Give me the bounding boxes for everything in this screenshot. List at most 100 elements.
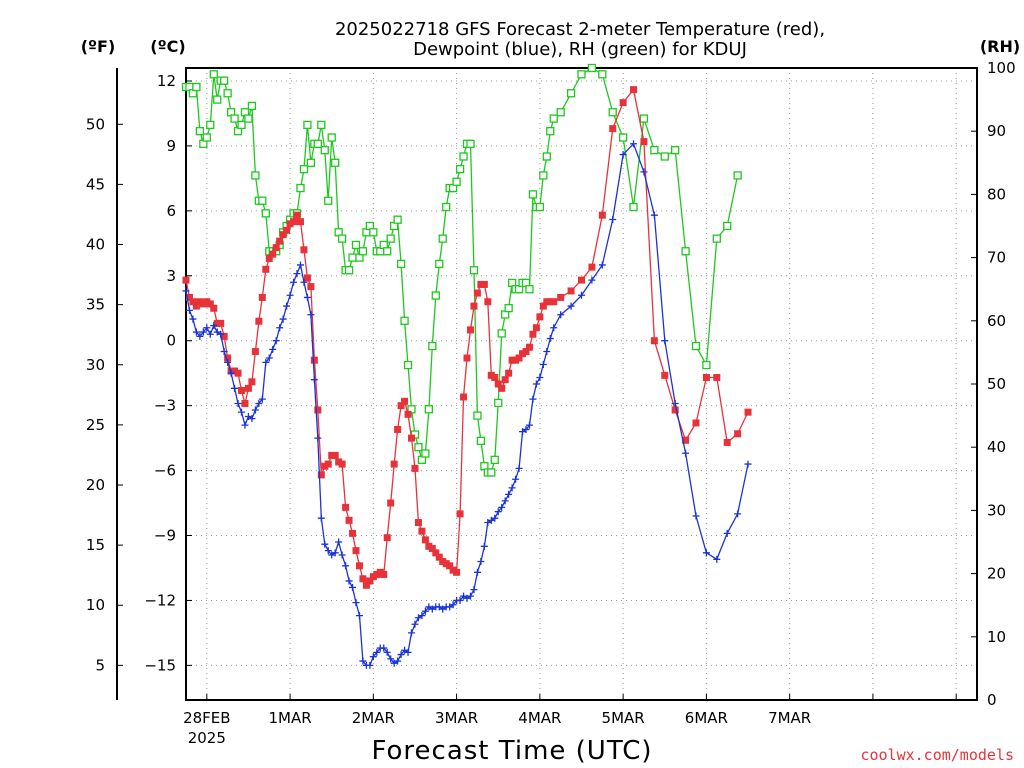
dewpoint-point	[619, 151, 627, 159]
dewpoint-point	[515, 464, 523, 472]
dewpoint-point	[501, 497, 509, 505]
dewpoint-point	[290, 278, 298, 286]
rh-tick-label: 40	[987, 438, 1006, 456]
dewpoint-point	[536, 374, 544, 382]
rh-point	[490, 455, 499, 464]
celsius-tick-label: 3	[166, 267, 176, 285]
temperature-point	[355, 562, 363, 570]
temperature-point	[244, 384, 252, 392]
dewpoint-point	[640, 168, 648, 176]
dewpoint-point	[456, 596, 464, 604]
dewpoint-point	[349, 583, 357, 591]
celsius-tick-label: 6	[166, 202, 176, 220]
fahrenheit-tick-label: 40	[86, 236, 105, 254]
temperature-point	[588, 263, 596, 271]
rh-point	[220, 76, 229, 85]
temperature-point	[314, 406, 322, 414]
rh-point	[324, 196, 333, 205]
dewpoint-point	[713, 555, 721, 563]
rh-point	[396, 259, 406, 269]
rh-tick-label: 0	[987, 691, 997, 709]
rh-point	[535, 202, 545, 212]
rh-point	[629, 202, 638, 212]
temperature-point	[300, 246, 308, 254]
rh-point	[400, 316, 409, 325]
rh-point	[618, 133, 628, 142]
fahrenheit-tick-label: 30	[86, 356, 105, 374]
dewpoint-point	[224, 358, 232, 366]
rh-point	[459, 152, 468, 161]
temperature-point	[414, 519, 422, 527]
rh-point	[566, 89, 576, 98]
celsius-tick-label: −3	[154, 397, 176, 415]
rh-point	[452, 177, 461, 186]
rh-point	[261, 209, 270, 218]
temperature-point	[401, 397, 409, 405]
rh-point	[258, 196, 267, 205]
temperature-point	[338, 460, 346, 468]
rh-point	[549, 114, 558, 123]
x-tick-label: 3MAR	[435, 709, 478, 727]
rh-point	[209, 70, 218, 79]
rh-unit-label: (RH)	[980, 37, 1020, 56]
temperature-point	[682, 436, 690, 444]
dewpoint-series	[182, 140, 752, 669]
rh-point	[598, 70, 607, 79]
rh-point	[556, 108, 565, 117]
temperature-point	[362, 581, 370, 589]
dewpoint-point	[206, 330, 214, 338]
dewpoint-point	[231, 384, 239, 392]
dewpoint-point	[355, 612, 363, 620]
rh-point	[369, 228, 378, 237]
temperature-point	[310, 356, 318, 364]
temperature-point	[505, 369, 513, 377]
dewpoint-point	[505, 490, 513, 498]
temperature-point	[550, 298, 558, 306]
temperature-point	[296, 218, 304, 226]
dewpoint-point	[269, 345, 277, 353]
fahrenheit-tick-label: 15	[86, 536, 105, 554]
temperature-point	[522, 348, 530, 356]
dewpoint-point	[185, 306, 193, 314]
rh-point	[424, 405, 434, 414]
rh-point	[337, 234, 347, 243]
temperature-point	[456, 510, 464, 518]
rh-point	[528, 190, 538, 199]
temperature-point	[661, 371, 669, 379]
dewpoint-point	[744, 460, 752, 468]
dewpoint-point	[307, 311, 315, 319]
temperature-point	[241, 399, 249, 407]
rh-point	[455, 164, 465, 174]
temperature-point	[702, 374, 710, 382]
dewpoint-point	[387, 655, 395, 663]
rh-point	[317, 120, 326, 130]
plot-frame	[185, 67, 978, 701]
rh-point	[351, 240, 361, 250]
dewpoint-point	[359, 657, 367, 665]
temperature-point	[473, 289, 481, 297]
dewpoint-point	[529, 395, 537, 403]
temperature-point	[529, 330, 537, 338]
celsius-tick-label: −9	[154, 527, 176, 545]
rh-point	[650, 146, 659, 155]
temperature-point	[238, 386, 246, 394]
dewpoint-point	[248, 415, 256, 423]
dewpoint-point	[369, 653, 377, 661]
rh-tick-label: 60	[987, 312, 1006, 330]
temperature-point	[307, 283, 315, 291]
rh-point	[525, 285, 534, 294]
rh-point	[251, 171, 260, 180]
rh-point	[587, 63, 597, 73]
temperature-point	[578, 276, 585, 284]
rh-point	[723, 221, 732, 231]
temperature-point	[744, 408, 752, 416]
dewpoint-point	[276, 324, 284, 332]
rh-point	[414, 443, 423, 452]
dewpoint-point	[449, 601, 457, 609]
temperature-point	[671, 406, 679, 414]
dewpoint-point	[265, 354, 273, 362]
temperature-point	[317, 471, 325, 479]
dewpoint-point	[588, 276, 596, 284]
dewpoint-point	[272, 337, 280, 345]
